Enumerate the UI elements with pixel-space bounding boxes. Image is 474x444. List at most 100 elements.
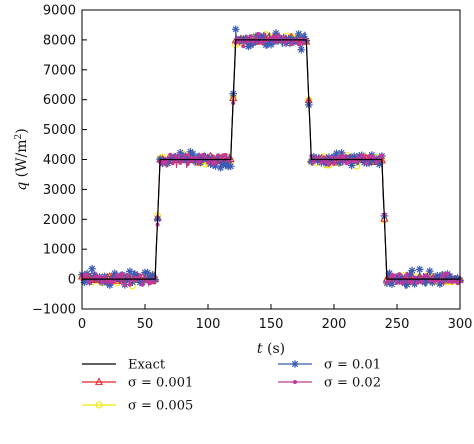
series-marker xyxy=(436,280,444,288)
series-marker xyxy=(216,163,225,172)
series-marker xyxy=(342,154,347,159)
series-marker xyxy=(173,154,178,159)
series-marker xyxy=(413,276,421,284)
series-marker xyxy=(259,32,268,40)
series-3 xyxy=(78,25,464,290)
series-marker xyxy=(397,272,402,277)
series-marker xyxy=(239,37,248,46)
series-marker xyxy=(330,152,338,161)
series-marker xyxy=(110,269,119,278)
series-marker xyxy=(105,281,114,289)
series-marker xyxy=(374,159,379,164)
series-marker xyxy=(420,278,429,287)
series-marker xyxy=(335,158,343,167)
y-axis-symbol: q xyxy=(14,182,30,191)
series-marker xyxy=(87,280,92,285)
legend-label: σ = 0.02 xyxy=(324,376,381,391)
legend-item: σ = 0.01 xyxy=(278,358,381,373)
series-marker xyxy=(189,150,197,158)
y-tick-label: 5000 xyxy=(43,123,76,138)
series-marker xyxy=(360,158,369,167)
series-marker xyxy=(276,33,281,38)
series-marker xyxy=(307,157,316,166)
series-marker xyxy=(244,42,253,51)
series-marker xyxy=(102,275,107,280)
series-marker xyxy=(117,274,122,279)
series-marker xyxy=(370,156,379,165)
y-tick-label: 4000 xyxy=(43,153,76,168)
series-marker xyxy=(364,161,369,166)
series-marker xyxy=(324,159,329,164)
series-marker xyxy=(281,35,286,40)
series-2 xyxy=(78,31,464,290)
series-marker xyxy=(80,278,89,287)
series-marker xyxy=(400,281,405,286)
series-marker xyxy=(410,280,419,288)
legend-marker xyxy=(95,401,103,409)
legend-marker xyxy=(291,360,299,368)
x-tick-label: 300 xyxy=(448,317,473,332)
series-marker xyxy=(296,42,301,47)
series-marker xyxy=(214,154,222,163)
legend-label: Exact xyxy=(128,358,166,373)
y-tick-label: 9000 xyxy=(43,4,76,19)
series-marker xyxy=(231,25,240,34)
series-marker xyxy=(122,282,127,287)
series-marker xyxy=(137,273,142,278)
series-marker xyxy=(194,152,202,161)
series-marker xyxy=(282,39,290,48)
series-marker xyxy=(395,280,399,285)
series-marker xyxy=(403,280,411,289)
series-marker xyxy=(168,152,173,157)
series-marker xyxy=(241,44,246,49)
series-marker xyxy=(415,280,420,285)
series-marker xyxy=(204,154,212,163)
series-marker xyxy=(170,161,175,166)
series-marker xyxy=(140,282,145,287)
series-marker xyxy=(319,160,324,165)
series-marker xyxy=(183,153,188,158)
series-marker xyxy=(146,274,154,282)
series-marker xyxy=(226,162,235,171)
series-marker xyxy=(395,277,404,285)
series-marker xyxy=(126,267,134,276)
series-line xyxy=(81,35,461,283)
x-axis-ticks: 0 50 100 150 200 250 300 xyxy=(78,304,473,332)
series-line xyxy=(81,32,461,288)
series-marker xyxy=(219,159,227,168)
series-marker xyxy=(354,159,359,164)
y-axis-unit-exponent: 2 xyxy=(14,134,24,140)
series-marker xyxy=(128,278,137,287)
series-marker xyxy=(299,32,308,41)
series-marker xyxy=(405,270,414,279)
series-marker xyxy=(445,271,450,276)
series-marker xyxy=(289,42,294,47)
legend-item: Exact xyxy=(82,358,166,373)
x-axis-label: t (s) xyxy=(257,341,285,357)
series-marker xyxy=(150,279,155,284)
legend-label: σ = 0.01 xyxy=(324,358,381,373)
y-tick-label: 6000 xyxy=(43,93,76,108)
x-axis-unit: (s) xyxy=(263,341,286,357)
series-marker xyxy=(420,279,425,284)
series-4 xyxy=(80,31,462,288)
series-marker xyxy=(191,157,200,166)
x-axis-symbol: t xyxy=(257,341,263,357)
x-tick-label: 100 xyxy=(196,317,221,332)
x-tick-label: 150 xyxy=(259,317,284,332)
y-axis-unit-close: ) xyxy=(14,128,30,133)
series-line xyxy=(81,29,461,290)
y-axis-ticks: −1000 0 1000 2000 3000 4000 5000 6000 7000 8000 90… xyxy=(32,4,87,318)
y-tick-label: 2000 xyxy=(43,213,76,228)
series-0 xyxy=(82,39,460,280)
series-marker xyxy=(125,273,130,278)
series-marker xyxy=(85,272,90,277)
plot-frame xyxy=(81,9,461,310)
x-tick-label: 50 xyxy=(137,317,154,332)
series-marker xyxy=(193,155,198,160)
series-marker xyxy=(216,153,221,158)
series-marker xyxy=(206,160,210,165)
legend-item: σ = 0.005 xyxy=(82,399,193,414)
series-marker xyxy=(138,278,147,286)
legend-label: σ = 0.005 xyxy=(128,399,193,414)
